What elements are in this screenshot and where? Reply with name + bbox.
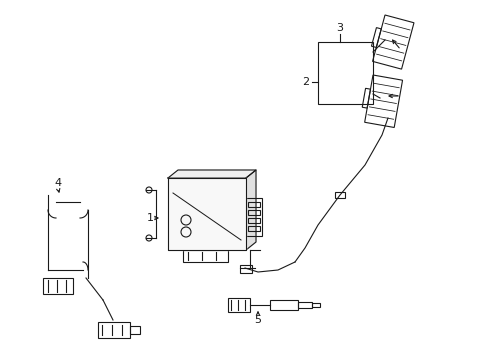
Bar bbox=[298, 302, 312, 308]
Bar bbox=[248, 218, 260, 223]
Bar bbox=[240, 265, 252, 273]
Bar bbox=[371, 28, 381, 48]
Polygon shape bbox=[168, 178, 246, 250]
Bar bbox=[248, 202, 260, 207]
Text: 2: 2 bbox=[302, 77, 310, 87]
Bar bbox=[270, 300, 298, 310]
Bar bbox=[362, 88, 370, 108]
Bar bbox=[43, 278, 73, 294]
Bar bbox=[183, 250, 228, 262]
Text: 1: 1 bbox=[147, 213, 153, 223]
Bar bbox=[248, 226, 260, 231]
Bar bbox=[246, 198, 262, 236]
Bar bbox=[248, 210, 260, 215]
Text: 5: 5 bbox=[254, 315, 262, 325]
Bar bbox=[335, 192, 345, 198]
Bar bbox=[98, 322, 130, 338]
Bar bbox=[318, 42, 373, 104]
Polygon shape bbox=[246, 170, 256, 250]
Bar bbox=[130, 326, 140, 334]
Bar bbox=[312, 303, 320, 307]
Text: 3: 3 bbox=[337, 23, 343, 33]
Bar bbox=[228, 298, 250, 312]
Polygon shape bbox=[168, 170, 256, 178]
Text: 4: 4 bbox=[54, 178, 62, 188]
